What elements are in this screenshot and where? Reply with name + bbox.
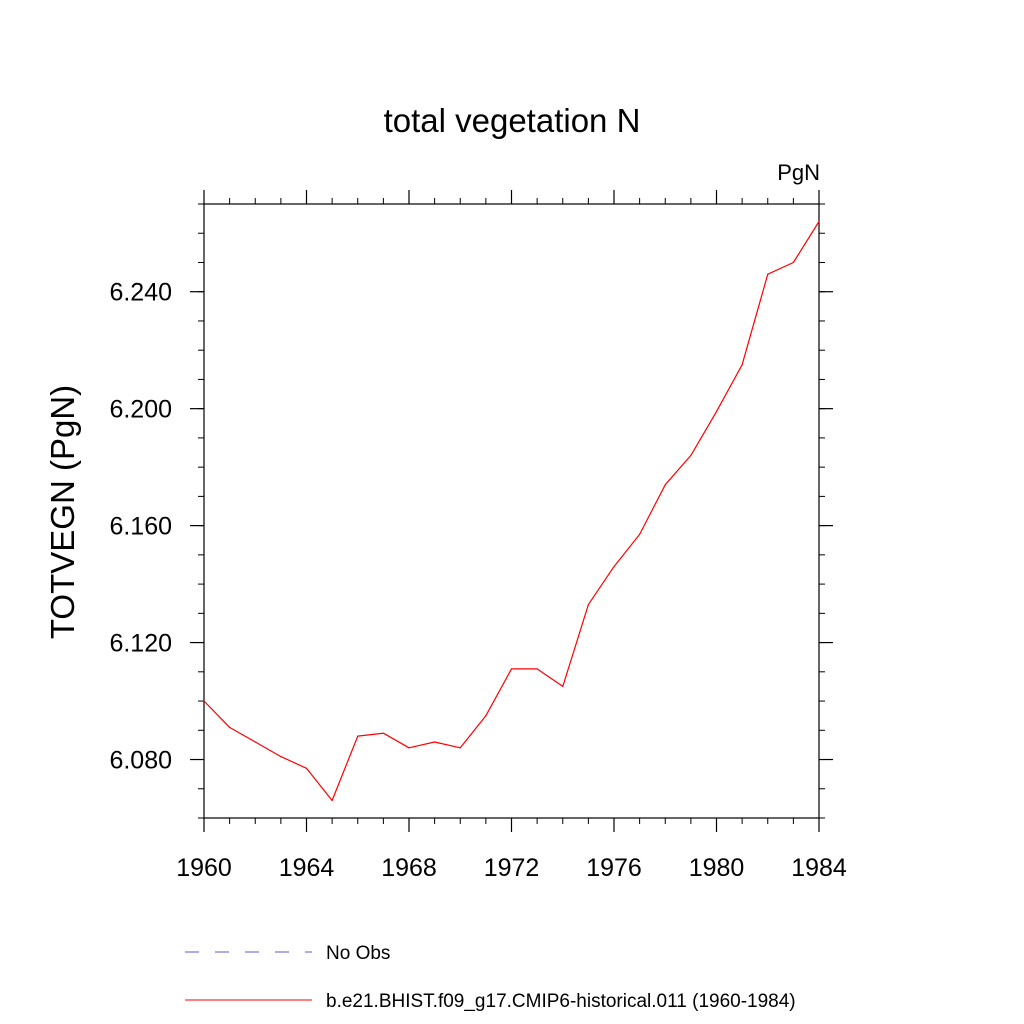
data-point [254,741,256,743]
data-point [459,747,461,749]
x-tick-label: 1972 [484,854,540,882]
data-point [562,685,564,688]
data-point [536,668,538,670]
data-point [331,799,333,802]
legend: No Obs b.e21.BHIST.f09_g17.CMIP6-historic… [185,943,796,1012]
data-point [741,364,743,366]
x-tick-label: 1960 [176,854,232,882]
y-tick-label: 6.200 [109,396,172,424]
data-point [485,715,487,717]
x-tick-label: 1964 [279,854,335,882]
data-point [382,732,384,734]
data-point [792,261,794,264]
x-tick-label: 1976 [586,854,642,882]
x-tick-label: 1984 [791,854,847,882]
data-point [203,700,205,702]
data-point [639,533,641,535]
data-point [715,410,718,413]
data-point [305,767,308,769]
data-point [510,668,513,670]
axis-ticks [190,190,833,832]
legend-label: b.e21.BHIST.f09_g17.CMIP6-historical.011… [326,991,796,1012]
plot-frame [203,203,820,819]
data-point [818,220,820,223]
units-label: PgN [777,160,820,185]
y-tick-label: 6.160 [109,513,172,541]
series-line [203,221,820,802]
x-tick-label: 1980 [689,854,745,882]
data-point [408,747,410,749]
data-point [767,273,769,275]
tick-labels: 1960 1964 1968 1972 1976 1980 1984 6.080 6.120 6.… [109,279,846,882]
y-tick-label: 6.080 [109,747,172,775]
data-point [434,741,436,743]
data-point [280,756,282,758]
series-layer [203,220,820,802]
data-point [587,603,589,606]
data-point [613,565,615,568]
data-point [357,735,359,737]
y-tick-label: 6.120 [109,630,172,658]
y-axis-label: TOTVEGN (PgN) [44,385,81,639]
data-point [664,484,666,486]
data-point [690,454,692,457]
chart-title: total vegetation N [384,102,641,139]
y-tick-label: 6.240 [109,279,172,307]
x-tick-label: 1968 [381,854,437,882]
data-point [229,726,231,728]
legend-label: No Obs [326,943,390,964]
